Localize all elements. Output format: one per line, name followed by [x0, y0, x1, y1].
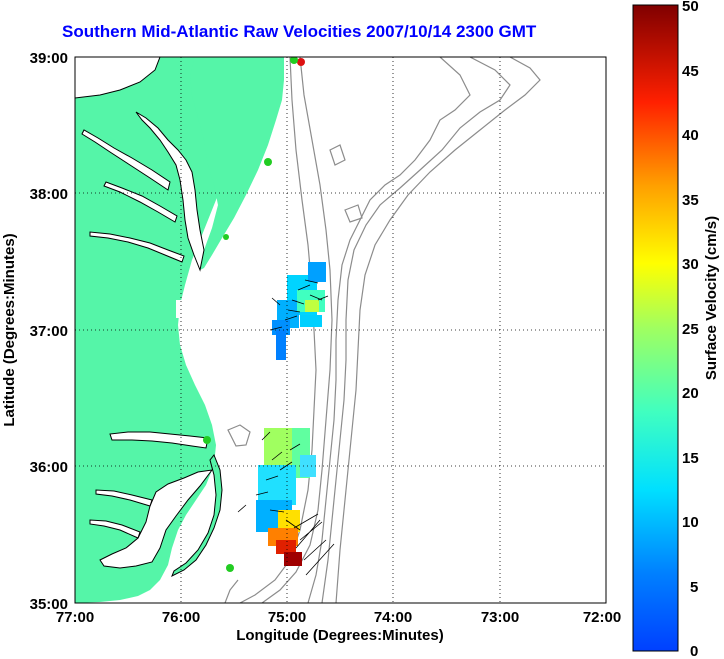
x-tick: 72:00	[583, 609, 621, 626]
x-axis: 77:00 76:00 75:00 74:00 73:00 72:00 Long…	[56, 609, 621, 644]
y-tick: 36:00	[30, 459, 68, 476]
colorbar: 50 45 40 35 30 25 20 15 10 5 0 Surface V…	[632, 0, 720, 659]
chesapeake-bay	[135, 111, 205, 272]
delaware-bay	[75, 57, 161, 99]
plot-frame	[74, 56, 607, 604]
station-marker	[223, 234, 229, 240]
colorbar-tick: 45	[682, 63, 699, 80]
colorbar-tick: 5	[690, 579, 698, 596]
colorbar-label: Surface Velocity (cm/s)	[703, 216, 720, 380]
rappahannock-river	[103, 181, 178, 223]
colorbar-tick: 10	[682, 514, 699, 531]
york-james-river	[89, 231, 185, 263]
colorbar-tick: 35	[682, 192, 699, 209]
y-axis-label: Latitude (Degrees:Minutes)	[1, 233, 18, 426]
x-tick: 76:00	[162, 609, 200, 626]
station-marker	[264, 158, 272, 166]
y-tick: 35:00	[30, 596, 68, 613]
station-marker	[226, 564, 234, 572]
y-tick: 38:00	[30, 186, 68, 203]
y-axis: 39:00 38:00 37:00 36:00 35:00 Latitude (…	[1, 50, 68, 613]
map-title: Southern Mid-Atlantic Raw Velocities 200…	[62, 22, 537, 41]
colorbar-tick: 50	[682, 0, 699, 15]
bay-mouth	[176, 300, 188, 318]
colorbar-tick: 25	[682, 321, 699, 338]
x-tick: 73:00	[481, 609, 519, 626]
station-marker	[203, 436, 211, 444]
x-tick: 75:00	[268, 609, 306, 626]
colorbar-tick: 15	[682, 450, 699, 467]
colorbar-tick: 30	[682, 256, 699, 273]
grid	[75, 57, 606, 603]
x-tick: 74:00	[374, 609, 412, 626]
y-tick: 39:00	[30, 50, 68, 67]
pamlico-sound	[99, 469, 214, 569]
x-axis-label: Longitude (Degrees:Minutes)	[236, 627, 444, 644]
neuse-river	[89, 519, 141, 539]
velocity-vectors	[237, 279, 335, 576]
albemarle-sound	[109, 431, 209, 449]
land-delmarva	[190, 57, 284, 270]
station-marker	[297, 58, 305, 66]
colorbar-gradient	[632, 4, 679, 652]
y-tick: 37:00	[30, 323, 68, 340]
station-marker	[290, 57, 298, 64]
x-tick: 77:00	[56, 609, 94, 626]
outer-banks	[171, 454, 223, 578]
colorbar-tick: 20	[682, 385, 699, 402]
land-mainland	[75, 57, 262, 603]
velocity-patch-north	[272, 262, 326, 360]
potomac-river	[81, 129, 171, 191]
colorbar-tick: 40	[682, 127, 699, 144]
pamlico-river	[95, 489, 153, 507]
colorbar-tick: 0	[690, 643, 698, 659]
